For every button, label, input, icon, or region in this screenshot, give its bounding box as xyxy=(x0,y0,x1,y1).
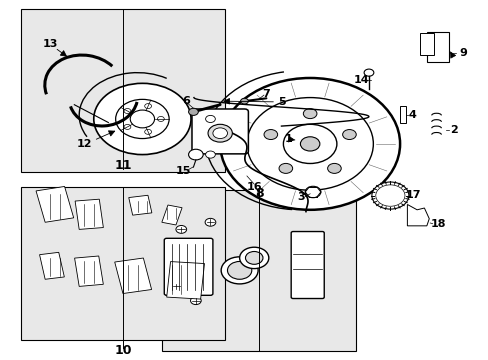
Circle shape xyxy=(220,78,399,210)
Text: 13: 13 xyxy=(42,39,58,49)
Circle shape xyxy=(239,247,268,269)
Bar xyxy=(21,9,224,172)
Text: 5: 5 xyxy=(278,97,285,107)
Circle shape xyxy=(303,109,316,118)
Circle shape xyxy=(227,261,251,279)
Circle shape xyxy=(375,185,404,206)
Circle shape xyxy=(364,69,373,76)
Text: 10: 10 xyxy=(114,344,131,357)
FancyBboxPatch shape xyxy=(192,109,248,154)
Circle shape xyxy=(204,219,215,226)
Bar xyxy=(77,200,103,229)
Bar xyxy=(158,203,176,222)
Circle shape xyxy=(246,98,372,190)
Circle shape xyxy=(188,108,198,116)
Bar xyxy=(419,33,433,55)
FancyBboxPatch shape xyxy=(290,231,324,298)
Circle shape xyxy=(124,108,131,113)
Bar xyxy=(21,186,224,340)
Bar xyxy=(79,259,112,291)
Text: 18: 18 xyxy=(429,219,445,229)
Text: 7: 7 xyxy=(262,89,270,99)
Polygon shape xyxy=(407,204,428,226)
Circle shape xyxy=(207,124,232,142)
Text: 4: 4 xyxy=(407,111,415,120)
Circle shape xyxy=(190,297,201,305)
Text: 15: 15 xyxy=(176,166,191,176)
Circle shape xyxy=(116,99,169,139)
Bar xyxy=(122,261,154,294)
Bar xyxy=(45,190,75,222)
Text: 8: 8 xyxy=(254,187,263,200)
Text: 17: 17 xyxy=(405,190,420,200)
Circle shape xyxy=(240,98,248,104)
Circle shape xyxy=(144,104,151,109)
Bar xyxy=(426,32,448,62)
Circle shape xyxy=(221,257,258,284)
Circle shape xyxy=(327,163,341,174)
Text: 12: 12 xyxy=(76,139,92,149)
Circle shape xyxy=(94,83,191,154)
Circle shape xyxy=(305,186,320,198)
Circle shape xyxy=(279,163,292,174)
Text: 16: 16 xyxy=(246,182,262,192)
Text: 6: 6 xyxy=(182,96,190,106)
Circle shape xyxy=(342,130,356,140)
Circle shape xyxy=(205,151,215,158)
Circle shape xyxy=(371,182,408,209)
Text: 11: 11 xyxy=(114,159,131,172)
Text: 9: 9 xyxy=(458,48,466,58)
Circle shape xyxy=(205,116,215,122)
Circle shape xyxy=(188,149,203,160)
Bar xyxy=(399,107,406,122)
Text: 3: 3 xyxy=(297,192,305,202)
Circle shape xyxy=(124,125,131,129)
Circle shape xyxy=(157,117,164,121)
Text: 1: 1 xyxy=(284,134,291,144)
Circle shape xyxy=(171,283,182,290)
Circle shape xyxy=(212,128,227,139)
Bar xyxy=(166,262,209,302)
Circle shape xyxy=(245,252,263,264)
FancyBboxPatch shape xyxy=(164,238,212,295)
Circle shape xyxy=(283,124,336,163)
Bar xyxy=(45,255,66,280)
Bar xyxy=(130,196,152,215)
Bar xyxy=(162,190,356,351)
Circle shape xyxy=(300,137,319,151)
Text: 2: 2 xyxy=(449,125,456,135)
Circle shape xyxy=(130,110,154,128)
Circle shape xyxy=(144,129,151,134)
Text: 14: 14 xyxy=(353,75,368,85)
Circle shape xyxy=(176,225,186,233)
Circle shape xyxy=(264,130,277,140)
